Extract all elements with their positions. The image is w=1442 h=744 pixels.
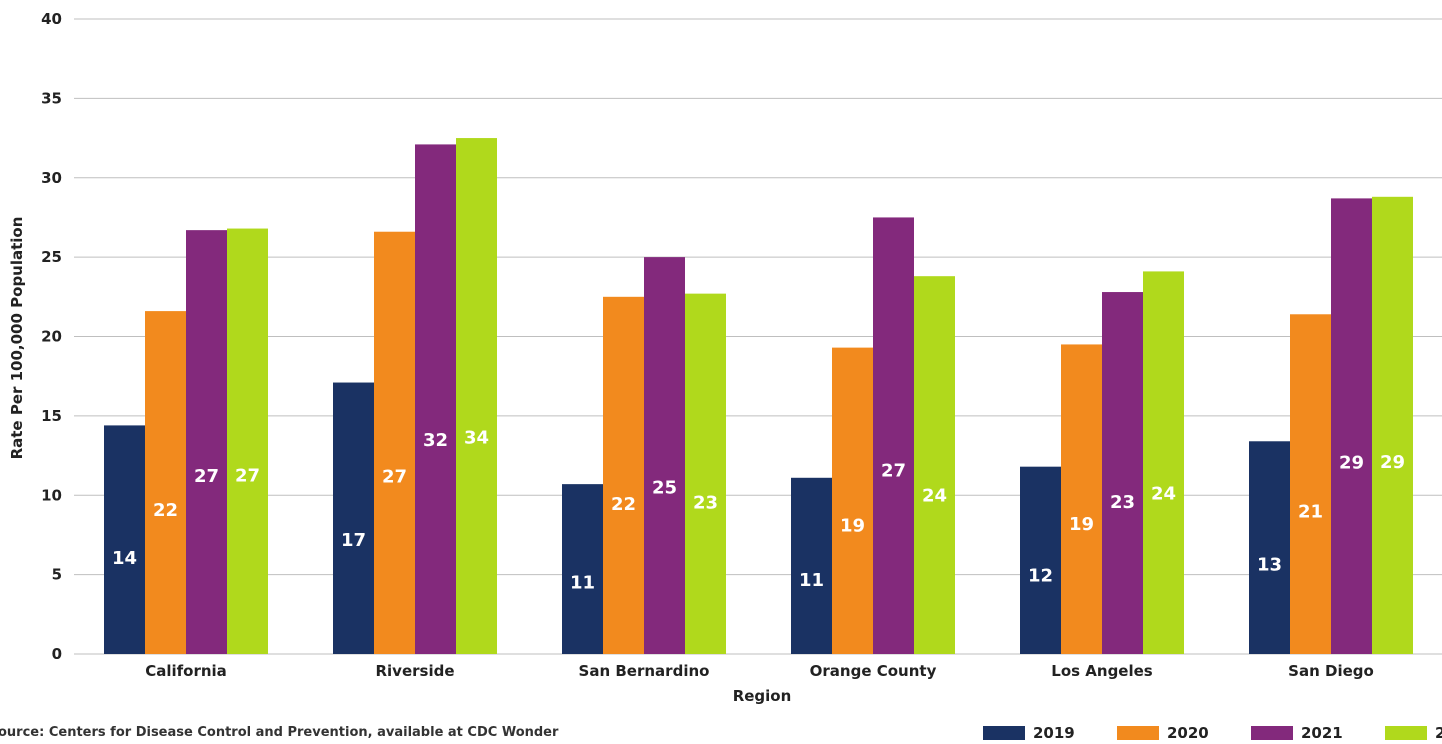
data-label: 29 (1380, 452, 1405, 473)
gridlines (74, 18, 1442, 655)
data-label: 27 (235, 465, 260, 486)
data-label: 19 (840, 515, 865, 536)
legend-label: 2021 (1301, 724, 1343, 742)
data-label: 25 (652, 477, 677, 498)
legend-label: 2 (1435, 724, 1442, 742)
y-tick-label: 0 (52, 645, 62, 663)
legend-swatch (1385, 726, 1427, 740)
legend-item: 2020 (1117, 724, 1251, 742)
y-tick-label: 20 (41, 328, 62, 346)
x-axis-title: Region (733, 687, 792, 705)
x-axis-categories: California Riverside San Bernardino Orange … (145, 662, 1374, 680)
legend-swatch (1251, 726, 1293, 740)
bar-2021-san-diego (1331, 198, 1372, 654)
bar-2-california (227, 228, 268, 655)
y-tick-label: 25 (41, 248, 62, 266)
bar-2020-riverside (374, 231, 415, 654)
x-category-label: Los Angeles (1051, 662, 1153, 680)
y-tick-label: 40 (41, 10, 62, 28)
x-category-label: San Diego (1288, 662, 1374, 680)
y-tick-label: 35 (41, 89, 62, 107)
x-category-label: Riverside (375, 662, 454, 680)
legend: 2019 2020 2021 2 (983, 724, 1442, 742)
y-tick-label: 10 (41, 486, 62, 504)
data-label: 22 (611, 494, 636, 515)
legend-item: 2 (1385, 724, 1442, 742)
data-label: 34 (464, 427, 489, 448)
bar-2021-san-bernardino (644, 257, 685, 654)
data-label: 12 (1028, 565, 1053, 586)
bar-2020-california (145, 311, 186, 654)
legend-label: 2020 (1167, 724, 1209, 742)
data-label: 21 (1298, 501, 1323, 522)
data-label: 17 (341, 530, 366, 551)
data-label: 13 (1257, 555, 1282, 576)
bar-2021-orange-county (873, 217, 914, 654)
x-category-label: San Bernardino (579, 662, 710, 680)
bar-2020-orange-county (832, 347, 873, 654)
y-tick-label: 30 (41, 169, 62, 187)
legend-swatch (1117, 726, 1159, 740)
data-labels: 14 22 27 27 17 27 32 34 11 22 25 23 11 19 27 24 12 19 23 24… (112, 427, 1405, 593)
y-tick-label: 15 (41, 407, 62, 425)
bar-2021-california (186, 230, 227, 654)
data-label: 27 (382, 467, 407, 488)
bar-2-riverside (456, 138, 497, 654)
data-label: 22 (153, 500, 178, 521)
data-label: 23 (693, 493, 718, 514)
source-prefix: ource: (0, 725, 45, 740)
x-category-label: Orange County (810, 662, 937, 680)
source-text: Centers for Disease Control and Preventi… (44, 725, 559, 740)
data-label: 32 (423, 430, 448, 451)
bar-2019-los-angeles (1020, 466, 1061, 654)
bar-2019-san-bernardino (562, 484, 603, 654)
bars (104, 138, 1413, 655)
bar-2-los-angeles (1143, 271, 1184, 654)
data-label: 19 (1069, 514, 1094, 535)
bar-2-san-diego (1372, 196, 1413, 655)
data-label: 27 (881, 461, 906, 482)
data-label: 24 (1151, 483, 1176, 504)
data-label: 14 (112, 548, 137, 569)
data-label: 23 (1110, 492, 1135, 513)
legend-item: 2019 (983, 724, 1117, 742)
y-axis-title: Rate Per 100,000 Population (8, 217, 26, 460)
x-category-label: California (145, 662, 227, 680)
bar-2020-los-angeles (1061, 344, 1102, 654)
legend-swatch (983, 726, 1025, 740)
bar-2-san-bernardino (685, 293, 726, 654)
bar-2020-san-bernardino (603, 296, 644, 654)
bar-2021-los-angeles (1102, 292, 1143, 654)
data-label: 29 (1339, 453, 1364, 474)
bar-2019-california (104, 425, 145, 654)
y-tick-label: 5 (52, 566, 62, 584)
bar-2021-riverside (415, 144, 456, 654)
y-axis-ticks: 0 5 10 15 20 25 30 35 40 (41, 10, 62, 663)
data-label: 11 (799, 570, 824, 591)
data-label: 11 (570, 573, 595, 594)
bar-2020-san-diego (1290, 314, 1331, 654)
bar-2019-riverside (333, 382, 374, 654)
bar-2-orange-county (914, 276, 955, 654)
data-label: 24 (922, 485, 947, 506)
legend-item: 2021 (1251, 724, 1385, 742)
source-note: ource: Centers for Disease Control and P… (0, 725, 558, 740)
bar-2019-orange-county (791, 477, 832, 654)
bar-2019-san-diego (1249, 441, 1290, 654)
legend-label: 2019 (1033, 724, 1075, 742)
data-label: 27 (194, 466, 219, 487)
